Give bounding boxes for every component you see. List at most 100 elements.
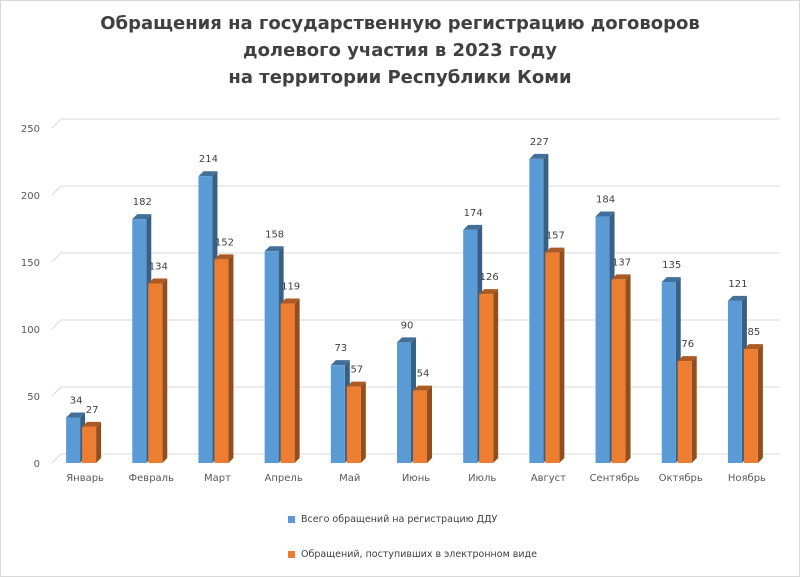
- bar-total: [529, 158, 544, 463]
- bar-electronic: [214, 259, 229, 463]
- bar-top-total: [198, 171, 218, 177]
- data-label-electronic: 134: [149, 261, 168, 272]
- bar-side-electronic: [493, 289, 499, 463]
- bar-total: [595, 216, 610, 463]
- bar-top-total: [66, 412, 86, 418]
- legend-label-total: Всего обращений на регистрацию ДДУ: [301, 514, 498, 525]
- data-label-total: 182: [133, 197, 152, 208]
- data-label-electronic: 126: [480, 272, 499, 283]
- bar-side-electronic: [559, 247, 565, 463]
- bar-top-total: [529, 153, 549, 159]
- data-label-total: 174: [464, 208, 483, 219]
- bar-top-electronic: [479, 289, 499, 295]
- legend-swatch-electronic: [288, 551, 295, 558]
- bar-top-electronic: [743, 344, 763, 350]
- gridline: [51, 118, 780, 129]
- y-tick-label: 50: [27, 392, 40, 403]
- x-tick-label: Февраль: [129, 473, 175, 484]
- x-tick-label: Ноябрь: [728, 473, 766, 484]
- bar-top-total: [397, 337, 416, 343]
- x-tick-label: Январь: [66, 473, 104, 484]
- bar-top-electronic: [214, 254, 234, 260]
- chart-title-line-1: Обращения на государственную регистрацию…: [100, 13, 700, 34]
- bar-total: [397, 342, 411, 463]
- data-label-total: 121: [728, 279, 747, 290]
- bar-electronic: [148, 283, 163, 463]
- bar-side-electronic: [228, 254, 234, 463]
- bar-top-total: [330, 360, 350, 366]
- y-tick-label: 250: [21, 124, 40, 135]
- data-label-electronic: 152: [215, 237, 234, 248]
- bar-side-electronic: [96, 421, 102, 463]
- chart-title-line-2: долевого участия в 2023 году: [243, 40, 557, 61]
- bar-side-electronic: [294, 298, 300, 463]
- bar-total: [66, 417, 81, 463]
- legend-swatch-total: [288, 516, 295, 523]
- bar-total: [198, 176, 213, 464]
- data-label-electronic: 57: [350, 365, 363, 376]
- bar-total: [463, 229, 478, 463]
- legend-label-electronic: Обращений, поступивших в электронном вид…: [301, 549, 537, 560]
- bar-top-electronic: [148, 278, 168, 284]
- bar-top-electronic: [677, 356, 697, 362]
- data-label-electronic: 137: [612, 257, 631, 268]
- bar-top-total: [132, 214, 152, 220]
- bar-side-electronic: [625, 274, 631, 463]
- bar-top-electronic: [346, 381, 366, 387]
- bar-electronic: [82, 426, 97, 463]
- bar-top-total: [595, 211, 615, 217]
- bar-total: [132, 219, 147, 463]
- data-label-electronic: 85: [748, 327, 761, 338]
- x-tick-label: Июнь: [402, 473, 430, 484]
- data-label-total: 184: [596, 194, 615, 205]
- data-label-total: 227: [530, 137, 549, 148]
- x-tick-label: Октябрь: [659, 473, 703, 484]
- bar-side-electronic: [360, 381, 366, 463]
- bar-total: [264, 251, 279, 463]
- x-tick-label: Апрель: [265, 473, 303, 484]
- data-label-electronic: 119: [281, 282, 300, 293]
- chart-title-line-3: на территории Республики Коми: [228, 67, 572, 88]
- bar-top-electronic: [545, 247, 565, 253]
- bar-electronic: [545, 252, 560, 463]
- bar-top-electronic: [611, 274, 631, 280]
- bar-side-electronic: [691, 356, 697, 463]
- x-tick-label: Август: [531, 473, 566, 484]
- data-label-total: 158: [265, 229, 284, 240]
- bar-electronic: [611, 279, 626, 463]
- bar-top-total: [264, 246, 284, 252]
- bar-side-electronic: [427, 385, 432, 463]
- data-label-electronic: 54: [417, 369, 430, 380]
- x-tick-label: Июль: [468, 473, 496, 484]
- bar-electronic: [280, 303, 295, 463]
- bar-top-total: [727, 295, 747, 301]
- legend-item-total: Всего обращений на регистрацию ДДУ: [288, 514, 497, 525]
- bar-electronic: [479, 294, 494, 463]
- data-label-electronic: 27: [86, 405, 99, 416]
- bar-top-electronic: [280, 298, 300, 304]
- bar-top-electronic: [413, 385, 432, 391]
- bar-electronic: [413, 390, 427, 463]
- bar-side-electronic: [757, 344, 763, 463]
- x-tick-label: Сентябрь: [590, 473, 640, 484]
- bar-electronic: [743, 349, 758, 463]
- y-tick-label: 100: [21, 325, 40, 336]
- data-label-total: 34: [70, 395, 83, 406]
- bar-top-total: [463, 224, 483, 230]
- data-label-total: 90: [401, 320, 414, 331]
- x-tick-label: Май: [339, 473, 360, 484]
- data-label-total: 135: [662, 260, 681, 271]
- bar-top-total: [661, 277, 681, 283]
- data-label-total: 73: [334, 343, 347, 354]
- y-tick-label: 0: [34, 459, 40, 470]
- chart-title: Обращения на государственную регистрацию…: [40, 10, 760, 91]
- legend-item-electronic: Обращений, поступивших в электронном вид…: [288, 549, 537, 560]
- gridline: [51, 185, 780, 196]
- x-tick-label: Март: [204, 473, 231, 484]
- bar-total: [661, 282, 676, 463]
- data-label-electronic: 157: [546, 231, 565, 242]
- data-label-total: 214: [199, 154, 218, 165]
- bar-electronic: [346, 386, 361, 463]
- data-label-electronic: 76: [681, 339, 694, 350]
